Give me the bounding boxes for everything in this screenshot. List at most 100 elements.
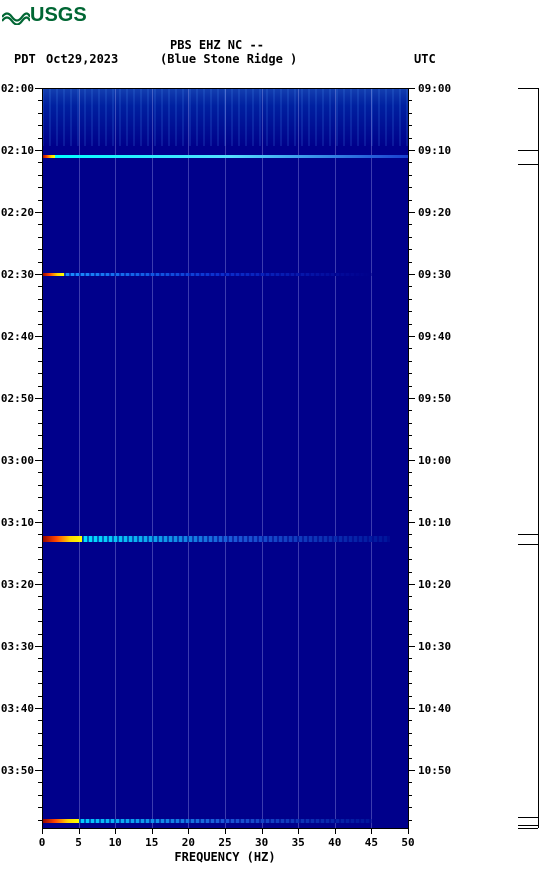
y-tick xyxy=(408,286,412,287)
y-tick xyxy=(408,782,412,783)
y-tick xyxy=(408,460,415,461)
gridline xyxy=(79,88,80,828)
side-tick xyxy=(518,825,538,826)
y-tick-label: 03:40 xyxy=(1,702,34,715)
y-tick xyxy=(408,758,412,759)
side-tick xyxy=(518,534,538,535)
seismic-event xyxy=(42,536,408,542)
x-tick-label: 40 xyxy=(328,836,341,849)
x-axis-title: FREQUENCY (HZ) xyxy=(174,850,275,864)
x-tick-label: 35 xyxy=(292,836,305,849)
y-tick xyxy=(38,187,42,188)
y-tick xyxy=(38,634,42,635)
y-tick xyxy=(38,820,42,821)
y-tick xyxy=(408,262,412,263)
x-tick-label: 0 xyxy=(39,836,46,849)
y-tick xyxy=(38,609,42,610)
y-tick xyxy=(38,348,42,349)
y-tick xyxy=(408,720,412,721)
side-scale-line xyxy=(538,88,539,828)
y-tick xyxy=(35,398,42,399)
y-tick xyxy=(38,113,42,114)
y-tick xyxy=(38,807,42,808)
y-tick xyxy=(35,150,42,151)
y-tick xyxy=(408,113,412,114)
y-tick xyxy=(38,286,42,287)
y-tick xyxy=(408,671,412,672)
y-tick xyxy=(38,658,42,659)
y-tick xyxy=(408,584,415,585)
y-tick xyxy=(38,782,42,783)
gridline xyxy=(262,88,263,828)
y-tick xyxy=(38,795,42,796)
location-label: (Blue Stone Ridge ) xyxy=(160,52,297,66)
seismic-event xyxy=(42,819,408,823)
y-tick-label: 02:10 xyxy=(1,144,34,157)
y-tick xyxy=(38,621,42,622)
y-tick xyxy=(35,584,42,585)
gridline xyxy=(115,88,116,828)
y-tick-label: 09:00 xyxy=(418,82,451,95)
y-tick xyxy=(408,696,412,697)
x-tick-label: 30 xyxy=(255,836,268,849)
gridline xyxy=(371,88,372,828)
y-tick xyxy=(408,274,415,275)
y-tick xyxy=(35,770,42,771)
y-tick xyxy=(35,460,42,461)
x-tick xyxy=(152,828,153,834)
y-tick xyxy=(408,348,412,349)
y-tick xyxy=(408,125,412,126)
y-tick xyxy=(38,262,42,263)
x-tick xyxy=(42,828,43,834)
y-tick-label: 09:50 xyxy=(418,392,451,405)
x-tick xyxy=(298,828,299,834)
x-tick xyxy=(188,828,189,834)
y-tick xyxy=(408,138,412,139)
y-tick xyxy=(408,361,412,362)
gridline xyxy=(225,88,226,828)
x-tick xyxy=(335,828,336,834)
y-tick-label: 10:30 xyxy=(418,640,451,653)
y-tick xyxy=(408,324,412,325)
side-tick xyxy=(518,544,538,545)
station-code: PBS EHZ NC -- xyxy=(170,38,264,52)
y-tick xyxy=(38,100,42,101)
y-tick xyxy=(408,658,412,659)
y-tick xyxy=(408,386,412,387)
y-tick xyxy=(38,324,42,325)
y-tick-label: 10:40 xyxy=(418,702,451,715)
y-tick-label: 02:20 xyxy=(1,206,34,219)
plot-border xyxy=(42,88,43,828)
y-tick xyxy=(35,336,42,337)
y-tick xyxy=(38,671,42,672)
x-tick xyxy=(115,828,116,834)
y-tick xyxy=(38,572,42,573)
y-tick-label: 03:30 xyxy=(1,640,34,653)
side-scale xyxy=(490,88,540,828)
y-tick xyxy=(408,547,412,548)
y-tick xyxy=(38,696,42,697)
plot-border xyxy=(42,88,408,89)
gridline xyxy=(152,88,153,828)
y-tick xyxy=(408,237,412,238)
y-tick xyxy=(38,237,42,238)
y-tick xyxy=(38,373,42,374)
y-tick xyxy=(408,299,412,300)
event-dotting xyxy=(79,819,372,823)
event-hot-region xyxy=(42,536,82,542)
y-tick xyxy=(38,733,42,734)
y-tick xyxy=(38,125,42,126)
y-tick xyxy=(408,795,412,796)
y-tick xyxy=(38,472,42,473)
y-tick xyxy=(38,311,42,312)
y-tick xyxy=(38,448,42,449)
usgs-logo: USGS xyxy=(2,4,87,27)
y-tick xyxy=(408,224,412,225)
event-dotting xyxy=(82,536,389,542)
y-tick xyxy=(35,88,42,89)
y-tick xyxy=(35,646,42,647)
y-tick xyxy=(408,88,415,89)
tz-right-label: UTC xyxy=(414,52,436,66)
y-tick xyxy=(408,485,412,486)
y-tick xyxy=(38,175,42,176)
